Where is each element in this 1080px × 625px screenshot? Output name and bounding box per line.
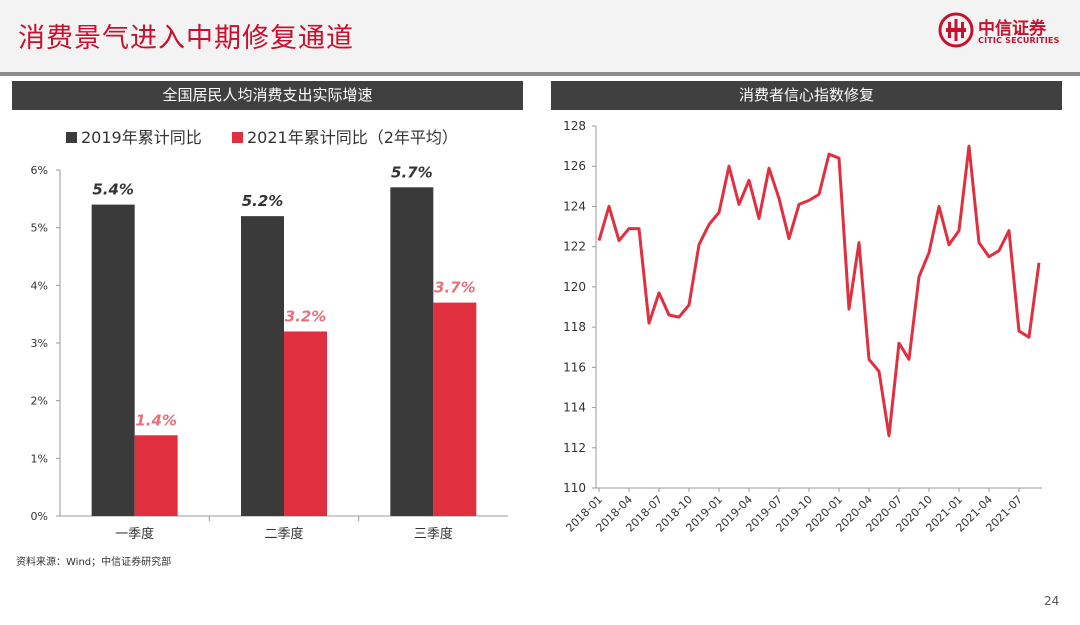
brand-logo: 中信证券 CITIC SECURITIES <box>938 12 1068 52</box>
data-label: 5.2% <box>242 192 284 210</box>
y-tick-label: 2% <box>31 395 48 408</box>
y-tick-label: 6% <box>31 164 48 177</box>
y-tick-label: 126 <box>563 159 586 173</box>
y-tick-label: 0% <box>31 510 48 523</box>
series-line-consumer-confidence <box>597 144 1041 438</box>
y-tick-label: 128 <box>563 119 586 133</box>
y-tick-label: 1% <box>31 452 48 465</box>
bar-chart: 2019年累计同比 2021年累计同比（2年平均） 0% 1% 2% 3% 4% 5% 6% 一季… <box>31 128 508 542</box>
legend-label-1: 2019年累计同比 <box>81 128 202 147</box>
y-tick-label: 110 <box>563 481 586 495</box>
page-title: 消费景气进入中期修复通道 <box>18 23 354 54</box>
page-number: 24 <box>1044 594 1060 608</box>
y-tick-label: 118 <box>563 320 586 334</box>
bar-2-2 <box>284 331 327 516</box>
citic-logo-icon <box>938 12 974 48</box>
y-tick-label: 3% <box>31 337 48 350</box>
y-tick-label: 124 <box>563 199 586 213</box>
legend-swatch-2 <box>232 132 243 143</box>
bar-2-1 <box>134 435 178 516</box>
legend-swatch-1 <box>66 132 77 143</box>
legend-label-2: 2021年累计同比（2年平均） <box>247 128 458 147</box>
logo-text-en: CITIC SECURITIES <box>978 36 1060 45</box>
y-tick-label: 114 <box>563 401 586 415</box>
y-tick-label: 116 <box>563 360 586 374</box>
y-tick-label: 120 <box>563 280 586 294</box>
data-label: 1.4% <box>135 411 177 429</box>
x-tick-label: 一季度 <box>115 526 154 542</box>
data-label: 3.7% <box>434 279 476 297</box>
bar-1-1 <box>91 204 135 516</box>
bar-1-2 <box>241 216 284 516</box>
data-label: 3.2% <box>285 307 327 325</box>
y-tick-label: 112 <box>563 441 586 455</box>
bar-1-3 <box>390 187 434 517</box>
right-panel-title: 消费者信心指数修复 <box>551 81 1062 110</box>
header-divider <box>0 72 1080 76</box>
y-tick-label: 122 <box>563 240 586 254</box>
data-label: 5.4% <box>92 181 134 199</box>
bar-2-3 <box>433 302 477 516</box>
y-tick-label: 4% <box>31 279 48 292</box>
line-chart: 1101121141161181201221241261282018-01201… <box>563 119 1042 535</box>
logo-text-cn: 中信证券 <box>978 19 1046 39</box>
left-panel-title: 全国居民人均消费支出实际增速 <box>12 81 523 110</box>
x-tick-label: 三季度 <box>414 526 453 542</box>
y-tick-label: 5% <box>31 222 48 235</box>
header-bar <box>0 0 1080 72</box>
x-tick-label: 二季度 <box>264 526 303 542</box>
data-label: 5.7% <box>391 163 433 181</box>
source-note: 资料来源：Wind；中信证券研究部 <box>16 557 172 568</box>
